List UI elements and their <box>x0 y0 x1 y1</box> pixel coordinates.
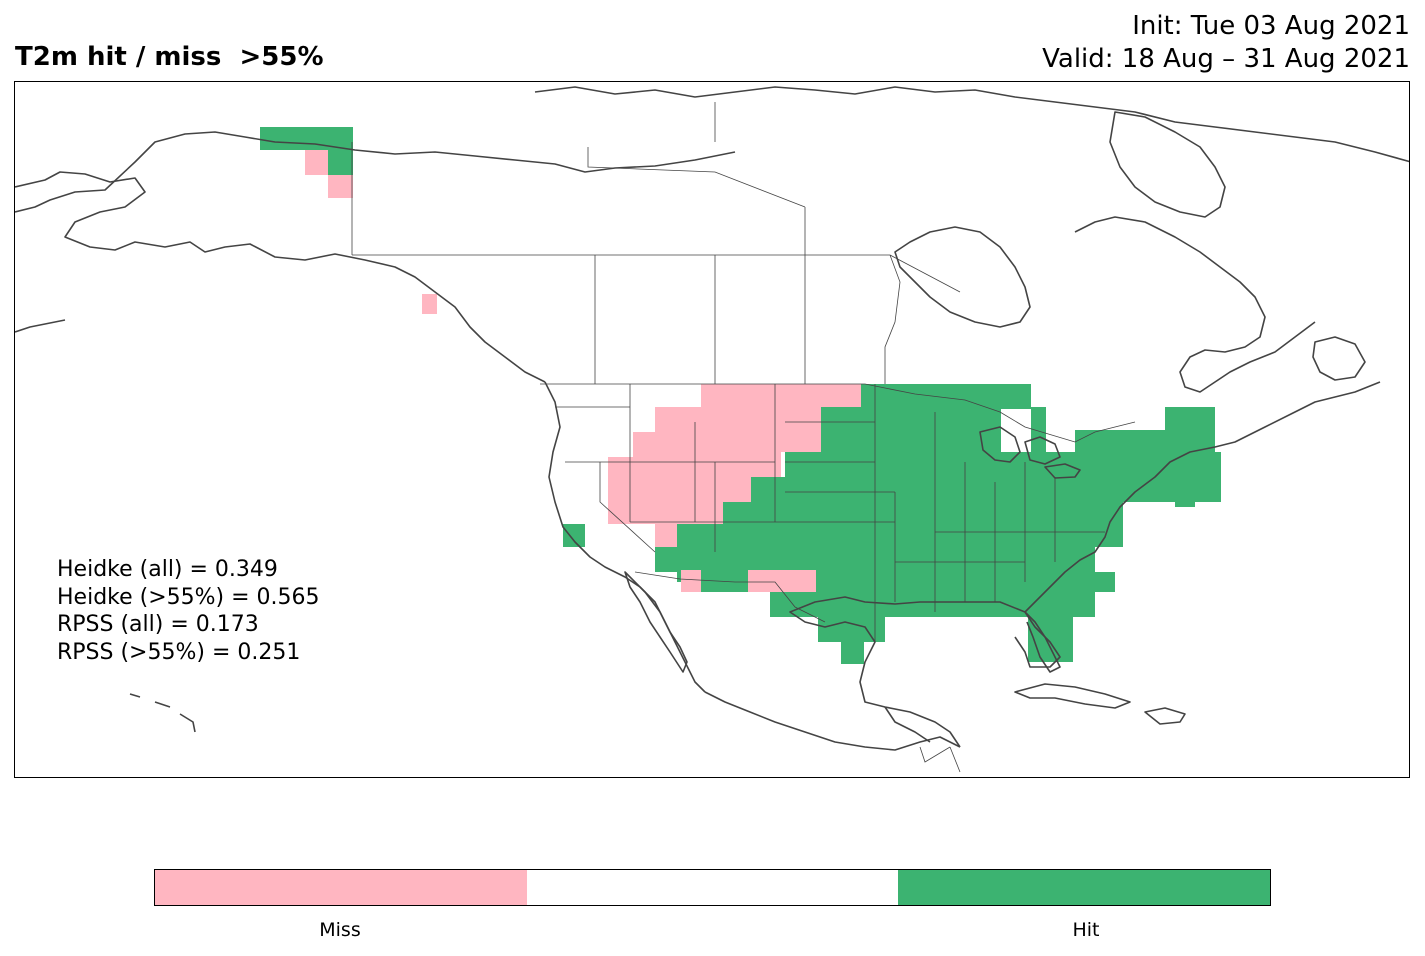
hispaniola <box>1144 707 1186 725</box>
hit-cell <box>860 592 1095 617</box>
cuba <box>1014 683 1131 709</box>
rpss-all-score: RPSS (all) = 0.173 <box>57 612 259 637</box>
hit-cell <box>841 642 864 664</box>
colorbar <box>154 869 1271 906</box>
central-america-borders <box>919 746 961 773</box>
canada-us-border <box>540 383 1136 443</box>
coastlines <box>15 86 1409 751</box>
map-canvas <box>15 86 1409 773</box>
hawaii <box>129 693 196 733</box>
miss-cell <box>608 477 723 502</box>
hit-cell <box>1175 477 1195 507</box>
aleutian-islands <box>15 319 66 333</box>
hit-cell <box>260 127 353 150</box>
hit-cell <box>770 592 860 617</box>
us-mexico-border <box>634 571 826 623</box>
baffin-island <box>1109 111 1226 218</box>
newfoundland <box>1312 336 1366 381</box>
miss-cell <box>608 502 723 524</box>
labrador-coast <box>1074 216 1316 393</box>
hit-cell <box>772 572 1115 592</box>
miss-cell <box>655 524 677 547</box>
miss-cell <box>305 150 328 175</box>
hit-cell <box>785 452 821 477</box>
colorbar-miss-segment <box>155 870 527 905</box>
init-date: Init: Tue 03 Aug 2021 <box>1132 11 1410 41</box>
hit-cell <box>328 150 353 175</box>
miss-cell <box>701 384 781 409</box>
yucatan-coast <box>884 706 931 743</box>
heidke-55-score: Heidke (>55%) = 0.565 <box>57 584 320 610</box>
hit-cell <box>563 524 585 547</box>
hit-cell <box>751 477 1221 502</box>
canada-provinces <box>352 102 961 384</box>
us-state-borders <box>555 384 1105 642</box>
valid-range: Valid: 18 Aug – 31 Aug 2021 <box>1042 44 1410 74</box>
colorbar-hit-segment <box>898 870 1271 905</box>
hit-cell <box>1001 384 1031 409</box>
hudson-bay <box>894 226 1031 328</box>
miss-cell <box>328 175 353 198</box>
miss-cell <box>608 457 701 477</box>
west-coast <box>544 381 706 693</box>
hit-cell <box>1075 430 1215 452</box>
score-panel: Heidke (all) = 0.349 Heidke (>55%) = 0.5… <box>57 556 320 666</box>
hit-cell <box>821 407 1001 452</box>
florida <box>1024 611 1061 673</box>
date-info: Init: Tue 03 Aug 2021 Valid: 18 Aug – 31… <box>1042 10 1410 76</box>
arctic-islands <box>534 86 1409 163</box>
baja-california <box>624 571 688 673</box>
political-borders <box>351 102 1136 773</box>
hit-cell <box>1165 407 1215 432</box>
alaska-north-coast <box>15 131 736 213</box>
colorbar-label-miss: Miss <box>319 919 361 941</box>
miss-cell <box>723 477 751 502</box>
gulf-coast <box>789 596 1061 748</box>
miss-cell <box>701 407 781 432</box>
mexico-west-coast <box>704 691 961 751</box>
colorbar-label-hit: Hit <box>1072 919 1100 941</box>
hit-cell <box>1028 617 1073 662</box>
hit-cell <box>818 617 885 642</box>
hit-cell <box>723 502 1123 524</box>
map-panel <box>14 81 1410 778</box>
rpss-55-score: RPSS (>55%) = 0.251 <box>57 639 301 665</box>
miss-cell <box>681 570 701 592</box>
verification-cells <box>260 127 1221 664</box>
heidke-all-score: Heidke (all) = 0.349 <box>57 557 278 582</box>
map-title: T2m hit / miss >55% <box>15 42 324 72</box>
great-lakes <box>979 426 1081 479</box>
hit-cell <box>677 524 1123 547</box>
alaska-coast <box>15 171 546 383</box>
colorbar-neutral-segment <box>526 870 899 905</box>
miss-cell <box>781 419 821 452</box>
hit-cell <box>1031 407 1046 452</box>
miss-cell <box>701 432 781 477</box>
east-coast <box>1024 381 1381 613</box>
miss-cell <box>748 570 816 592</box>
miss-cell <box>422 294 437 314</box>
